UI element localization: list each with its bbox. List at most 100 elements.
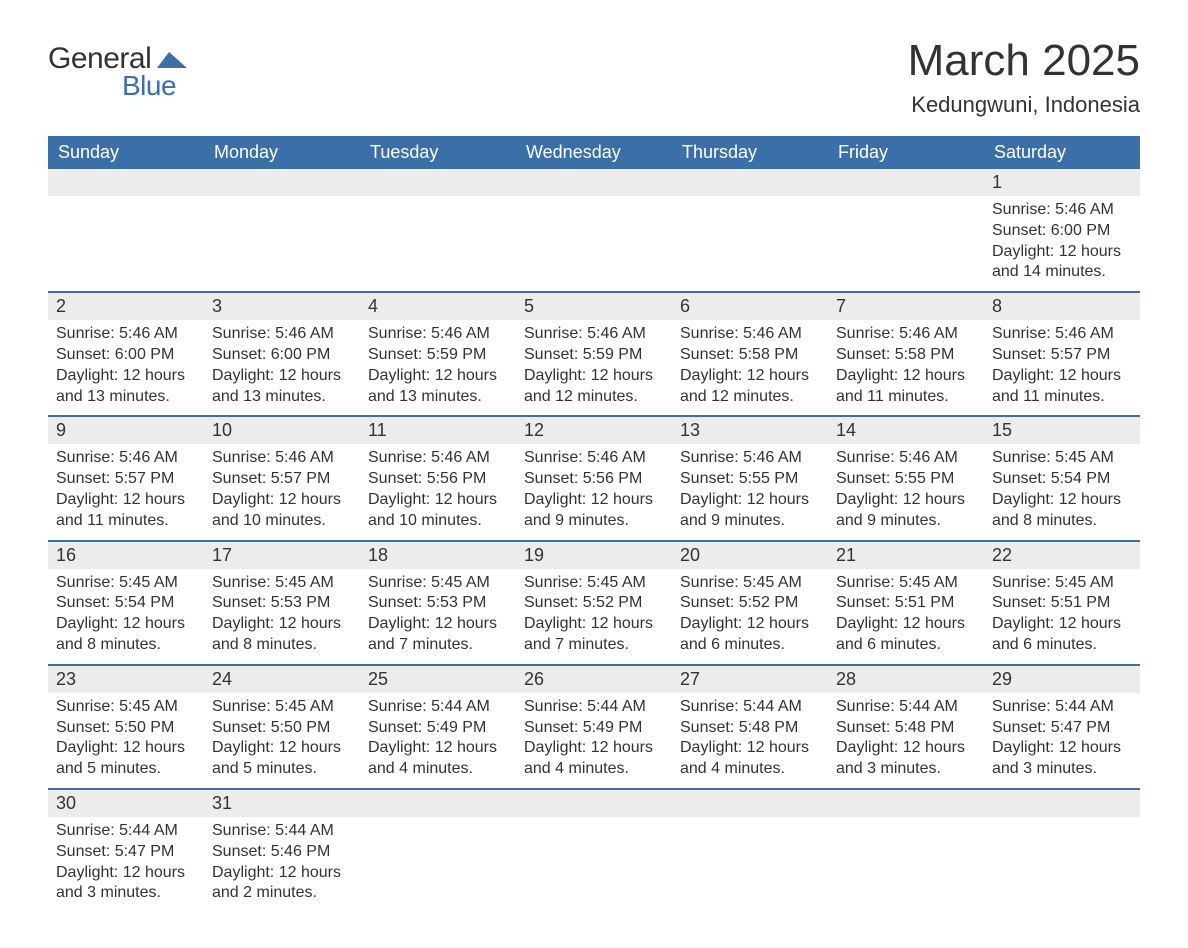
daylight-text-2: and 4 minutes. — [524, 759, 664, 780]
sunset-text: Sunset: 6:00 PM — [212, 345, 352, 366]
sunrise-text: Sunrise: 5:45 AM — [56, 697, 196, 718]
day-detail-cell: Sunrise: 5:46 AMSunset: 5:58 PMDaylight:… — [672, 320, 828, 416]
daylight-text-2: and 12 minutes. — [680, 387, 820, 408]
sunrise-text: Sunrise: 5:44 AM — [680, 697, 820, 718]
sunrise-text: Sunrise: 5:45 AM — [212, 697, 352, 718]
sunrise-text: Sunrise: 5:46 AM — [524, 324, 664, 345]
sunset-text: Sunset: 5:54 PM — [992, 469, 1132, 490]
day-number-cell — [516, 789, 672, 817]
sunrise-text: Sunrise: 5:45 AM — [836, 573, 976, 594]
sunrise-text: Sunrise: 5:45 AM — [524, 573, 664, 594]
daylight-text-1: Daylight: 12 hours — [212, 366, 352, 387]
day-detail-cell: Sunrise: 5:45 AMSunset: 5:54 PMDaylight:… — [48, 569, 204, 665]
sunset-text: Sunset: 6:00 PM — [56, 345, 196, 366]
day-number-cell — [828, 789, 984, 817]
sunrise-text: Sunrise: 5:44 AM — [524, 697, 664, 718]
sunrise-text: Sunrise: 5:45 AM — [992, 448, 1132, 469]
day-detail-cell: Sunrise: 5:46 AMSunset: 5:58 PMDaylight:… — [828, 320, 984, 416]
daylight-text-1: Daylight: 12 hours — [992, 366, 1132, 387]
sunrise-text: Sunrise: 5:46 AM — [212, 448, 352, 469]
sunrise-text: Sunrise: 5:44 AM — [836, 697, 976, 718]
sunset-text: Sunset: 5:56 PM — [524, 469, 664, 490]
daylight-text-2: and 4 minutes. — [680, 759, 820, 780]
daylight-text-1: Daylight: 12 hours — [836, 738, 976, 759]
week-detail-row: Sunrise: 5:45 AMSunset: 5:50 PMDaylight:… — [48, 693, 1140, 789]
day-number-cell: 27 — [672, 665, 828, 693]
daylight-text-1: Daylight: 12 hours — [992, 242, 1132, 263]
day-number-cell: 5 — [516, 292, 672, 320]
sunset-text: Sunset: 5:48 PM — [680, 718, 820, 739]
daylight-text-2: and 2 minutes. — [212, 883, 352, 904]
day-number-cell: 6 — [672, 292, 828, 320]
day-number-cell: 1 — [984, 169, 1140, 196]
dow-saturday: Saturday — [984, 136, 1140, 169]
daylight-text-2: and 13 minutes. — [368, 387, 508, 408]
daylight-text-2: and 10 minutes. — [368, 511, 508, 532]
daylight-text-1: Daylight: 12 hours — [212, 614, 352, 635]
day-detail-cell: Sunrise: 5:45 AMSunset: 5:51 PMDaylight:… — [984, 569, 1140, 665]
day-detail-cell: Sunrise: 5:46 AMSunset: 5:56 PMDaylight:… — [360, 444, 516, 540]
daylight-text-2: and 3 minutes. — [836, 759, 976, 780]
title-block: March 2025 Kedungwuni, Indonesia — [908, 36, 1140, 118]
sunset-text: Sunset: 5:52 PM — [524, 593, 664, 614]
dow-sunday: Sunday — [48, 136, 204, 169]
sunset-text: Sunset: 5:46 PM — [212, 842, 352, 863]
sunrise-text: Sunrise: 5:44 AM — [368, 697, 508, 718]
daylight-text-1: Daylight: 12 hours — [368, 738, 508, 759]
sunrise-text: Sunrise: 5:44 AM — [212, 821, 352, 842]
day-detail-cell: Sunrise: 5:44 AMSunset: 5:49 PMDaylight:… — [516, 693, 672, 789]
sunset-text: Sunset: 5:59 PM — [524, 345, 664, 366]
day-number-cell: 24 — [204, 665, 360, 693]
day-detail-cell: Sunrise: 5:45 AMSunset: 5:53 PMDaylight:… — [204, 569, 360, 665]
day-number-cell — [360, 789, 516, 817]
day-number-cell: 25 — [360, 665, 516, 693]
day-number-cell: 2 — [48, 292, 204, 320]
sunrise-text: Sunrise: 5:46 AM — [680, 448, 820, 469]
day-detail-cell — [204, 196, 360, 292]
daylight-text-2: and 6 minutes. — [836, 635, 976, 656]
daylight-text-1: Daylight: 12 hours — [836, 490, 976, 511]
day-detail-cell: Sunrise: 5:45 AMSunset: 5:50 PMDaylight:… — [204, 693, 360, 789]
day-number-cell: 4 — [360, 292, 516, 320]
day-number-cell: 13 — [672, 416, 828, 444]
day-detail-cell: Sunrise: 5:46 AMSunset: 5:55 PMDaylight:… — [828, 444, 984, 540]
daylight-text-1: Daylight: 12 hours — [56, 366, 196, 387]
logo-text-blue: Blue — [122, 70, 176, 102]
daylight-text-1: Daylight: 12 hours — [524, 490, 664, 511]
day-detail-cell — [48, 196, 204, 292]
sunrise-text: Sunrise: 5:44 AM — [56, 821, 196, 842]
day-detail-cell: Sunrise: 5:45 AMSunset: 5:50 PMDaylight:… — [48, 693, 204, 789]
daylight-text-1: Daylight: 12 hours — [524, 614, 664, 635]
sunrise-text: Sunrise: 5:46 AM — [992, 324, 1132, 345]
sunrise-text: Sunrise: 5:46 AM — [992, 200, 1132, 221]
day-detail-cell — [516, 196, 672, 292]
day-detail-cell: Sunrise: 5:46 AMSunset: 5:56 PMDaylight:… — [516, 444, 672, 540]
sunset-text: Sunset: 5:56 PM — [368, 469, 508, 490]
daylight-text-1: Daylight: 12 hours — [56, 863, 196, 884]
daylight-text-1: Daylight: 12 hours — [212, 863, 352, 884]
sunrise-text: Sunrise: 5:46 AM — [836, 448, 976, 469]
daylight-text-1: Daylight: 12 hours — [368, 614, 508, 635]
week-daynum-row: 1 — [48, 169, 1140, 196]
week-detail-row: Sunrise: 5:46 AMSunset: 6:00 PMDaylight:… — [48, 196, 1140, 292]
week-detail-row: Sunrise: 5:46 AMSunset: 5:57 PMDaylight:… — [48, 444, 1140, 540]
sunset-text: Sunset: 5:47 PM — [992, 718, 1132, 739]
day-number-cell: 30 — [48, 789, 204, 817]
sunrise-text: Sunrise: 5:45 AM — [368, 573, 508, 594]
sunrise-text: Sunrise: 5:46 AM — [836, 324, 976, 345]
sunrise-text: Sunrise: 5:45 AM — [992, 573, 1132, 594]
day-detail-cell — [672, 817, 828, 912]
daylight-text-1: Daylight: 12 hours — [56, 490, 196, 511]
dow-thursday: Thursday — [672, 136, 828, 169]
daylight-text-2: and 9 minutes. — [524, 511, 664, 532]
sunrise-text: Sunrise: 5:46 AM — [524, 448, 664, 469]
sunset-text: Sunset: 5:49 PM — [368, 718, 508, 739]
header: General Blue March 2025 Kedungwuni, Indo… — [48, 36, 1140, 118]
daylight-text-1: Daylight: 12 hours — [992, 614, 1132, 635]
dow-friday: Friday — [828, 136, 984, 169]
day-number-cell — [672, 789, 828, 817]
daylight-text-2: and 6 minutes. — [680, 635, 820, 656]
day-number-cell: 15 — [984, 416, 1140, 444]
sunset-text: Sunset: 5:53 PM — [368, 593, 508, 614]
daylight-text-2: and 11 minutes. — [56, 511, 196, 532]
